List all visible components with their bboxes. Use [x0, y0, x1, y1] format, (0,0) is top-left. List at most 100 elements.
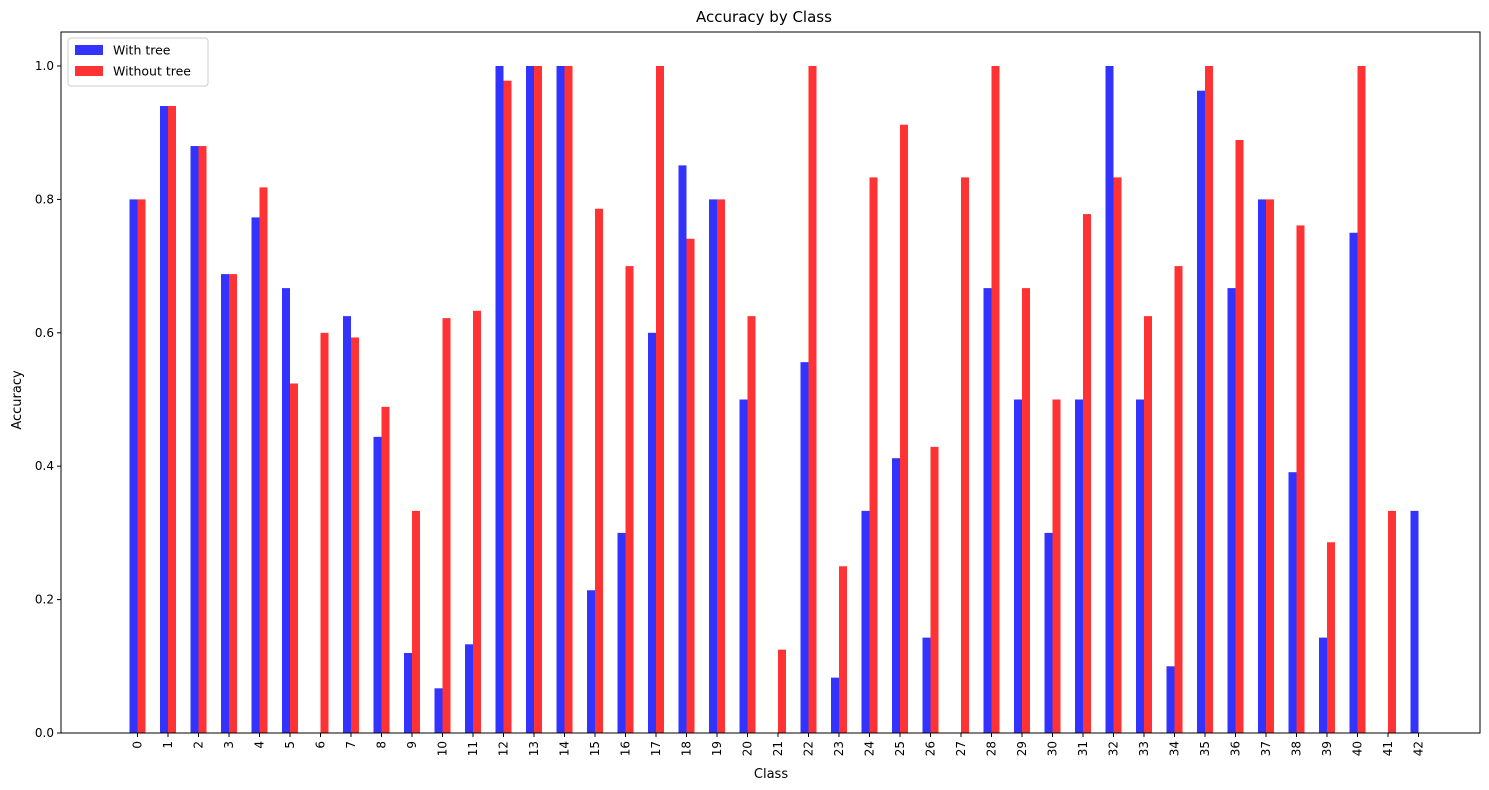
- legend-label-with-tree: With tree: [113, 43, 171, 58]
- bar-with-tree-class-35: [1197, 90, 1205, 733]
- x-tick-label: 7: [344, 741, 358, 749]
- x-tick-label: 13: [527, 741, 541, 756]
- x-tick-label: 31: [1076, 741, 1090, 756]
- x-tick-label: 42: [1412, 741, 1426, 756]
- x-tick-label: 14: [558, 741, 572, 756]
- bar-with-tree-class-13: [526, 66, 534, 733]
- x-tick-label: 19: [710, 741, 724, 756]
- legend-label-without-tree: Without tree: [113, 64, 191, 79]
- bar-with-tree-class-1: [160, 106, 168, 733]
- bar-with-tree-class-34: [1166, 666, 1175, 733]
- bar-without-tree-class-31: [1083, 214, 1091, 734]
- bar-without-tree-class-13: [534, 66, 542, 733]
- bar-with-tree-class-42: [1410, 510, 1419, 733]
- bar-without-tree-class-6: [320, 332, 329, 733]
- x-axis-label: Class: [754, 767, 788, 782]
- y-tick-label: 0.8: [35, 192, 54, 206]
- x-tick-label: 2: [192, 741, 206, 749]
- legend-swatch-with-tree: [75, 45, 103, 55]
- bar-with-tree-class-24: [861, 510, 870, 733]
- bar-without-tree-class-20: [747, 316, 756, 733]
- chart-title: Accuracy by Class: [696, 8, 832, 26]
- bar-without-tree-class-0: [137, 199, 146, 733]
- bar-without-tree-class-30: [1052, 399, 1061, 733]
- x-tick-label: 23: [832, 741, 846, 756]
- bar-with-tree-class-18: [678, 165, 687, 733]
- y-axis-label: Accuracy: [10, 370, 25, 430]
- bar-without-tree-class-3: [229, 274, 237, 733]
- x-tick-label: 36: [1229, 741, 1243, 756]
- x-tick-label: 12: [497, 741, 511, 756]
- x-tick-label: 18: [680, 741, 694, 756]
- bar-with-tree-class-38: [1288, 472, 1297, 733]
- y-tick-label: 0.6: [35, 326, 54, 340]
- bar-without-tree-class-23: [839, 566, 847, 733]
- bar-with-tree-class-32: [1105, 66, 1114, 733]
- bar-without-tree-class-5: [290, 383, 298, 733]
- x-tick-label: 9: [405, 741, 419, 749]
- x-tick-label: 1: [161, 741, 175, 749]
- bar-with-tree-class-37: [1258, 199, 1266, 733]
- x-tick-label: 37: [1259, 741, 1273, 756]
- bar-with-tree-class-11: [465, 644, 473, 733]
- x-tick-label: 24: [863, 741, 877, 756]
- bar-without-tree-class-24: [869, 177, 878, 733]
- x-tick-label: 39: [1320, 741, 1334, 756]
- x-tick-label: 25: [893, 741, 907, 756]
- bar-with-tree-class-8: [373, 436, 382, 733]
- legend: With tree Without tree: [67, 37, 209, 87]
- bar-with-tree-class-19: [709, 199, 717, 733]
- bar-with-tree-class-3: [221, 274, 229, 733]
- x-tick-label: 11: [466, 741, 480, 756]
- bar-with-tree-class-5: [282, 288, 290, 733]
- x-tick-label: 17: [649, 741, 663, 756]
- bar-with-tree-class-31: [1075, 399, 1083, 733]
- bar-without-tree-class-11: [473, 310, 481, 733]
- x-tick-label: 41: [1381, 741, 1395, 756]
- bar-without-tree-class-8: [381, 406, 390, 733]
- bar-without-tree-class-27: [961, 177, 969, 733]
- bar-without-tree-class-1: [168, 106, 176, 733]
- bar-without-tree-class-2: [198, 146, 207, 734]
- bar-without-tree-class-16: [625, 266, 634, 733]
- bar-with-tree-class-25: [892, 458, 900, 733]
- x-axis: 0 1 2 3 4 5 6 7 8 9 10 11 12 13 14 15 16 17 18 19 20 21 22 23 24…: [131, 733, 1426, 756]
- x-tick-label: 34: [1168, 741, 1182, 756]
- bar-with-tree-class-0: [129, 199, 138, 733]
- x-tick-label: 0: [131, 741, 145, 749]
- bar-without-tree-class-19: [717, 199, 725, 733]
- bar-without-tree-class-26: [930, 446, 939, 733]
- x-tick-label: 38: [1290, 741, 1304, 756]
- bar-with-tree-class-22: [800, 362, 809, 733]
- bar-without-tree-class-14: [564, 66, 573, 733]
- bar-without-tree-class-36: [1235, 140, 1244, 734]
- x-tick-label: 3: [222, 741, 236, 749]
- bar-without-tree-class-9: [412, 510, 420, 733]
- y-tick-label: 0.4: [35, 459, 54, 473]
- x-tick-label: 5: [283, 741, 297, 749]
- bar-with-tree-class-39: [1319, 637, 1327, 733]
- bar-with-tree-class-20: [739, 399, 748, 733]
- x-tick-label: 22: [802, 741, 816, 756]
- bar-without-tree-class-4: [259, 187, 268, 734]
- x-tick-label: 10: [436, 741, 450, 756]
- x-tick-label: 4: [253, 741, 267, 749]
- x-tick-label: 8: [375, 741, 389, 749]
- bar-without-tree-class-22: [808, 66, 817, 733]
- bar-without-tree-class-17: [656, 66, 664, 733]
- bar-with-tree-class-33: [1136, 399, 1144, 733]
- bar-with-tree-class-7: [343, 316, 351, 733]
- bar-without-tree-class-25: [900, 124, 908, 734]
- x-tick-label: 30: [1046, 741, 1060, 756]
- bar-with-tree-class-14: [556, 66, 565, 733]
- bar-with-tree-class-29: [1014, 399, 1022, 733]
- x-tick-label: 33: [1137, 741, 1151, 756]
- bar-with-tree-class-4: [251, 217, 260, 733]
- bar-without-tree-class-12: [503, 80, 512, 733]
- bar-with-tree-class-10: [434, 688, 443, 733]
- x-tick-label: 32: [1107, 741, 1121, 756]
- bar-with-tree-class-28: [983, 288, 992, 733]
- bar-without-tree-class-32: [1113, 177, 1122, 733]
- bar-with-tree-class-9: [404, 652, 412, 733]
